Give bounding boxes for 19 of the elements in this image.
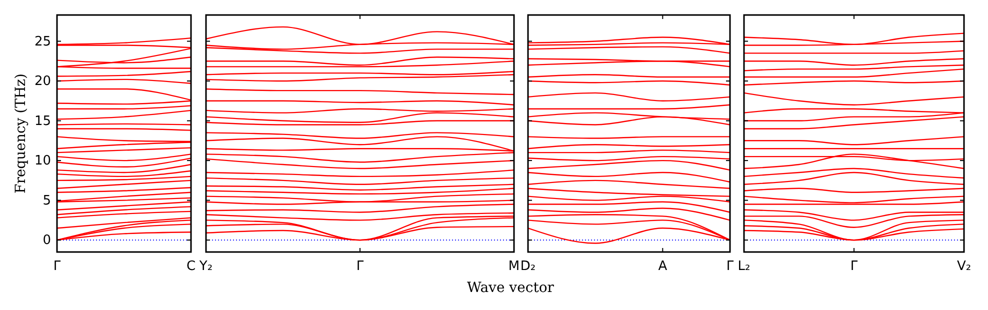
x-tick-label: Γ xyxy=(356,259,364,274)
y-tick-label: 25 xyxy=(34,34,51,50)
x-tick-label: V₂ xyxy=(956,259,972,274)
x-tick-label: Y₂ xyxy=(198,259,213,274)
x-tick-label: A xyxy=(658,259,668,274)
x-axis-title: Wave vector xyxy=(467,280,554,296)
x-tick-label: D₂ xyxy=(520,259,536,274)
y-axis-title: Frequency (THz) xyxy=(13,73,29,194)
y-tick-label: 0 xyxy=(42,233,51,248)
x-tick-label: Γ xyxy=(726,259,734,274)
x-tick-label: L₂ xyxy=(738,259,750,274)
y-tick-label: 15 xyxy=(34,114,51,129)
y-tick-label: 10 xyxy=(34,154,51,169)
x-tick-label: M xyxy=(508,259,520,274)
x-tick-label: Γ xyxy=(53,259,62,274)
y-tick-label: 5 xyxy=(42,193,51,208)
x-tick-label: C xyxy=(186,259,196,274)
y-tick-label: 20 xyxy=(34,74,51,90)
x-tick-label: Γ xyxy=(850,259,858,274)
